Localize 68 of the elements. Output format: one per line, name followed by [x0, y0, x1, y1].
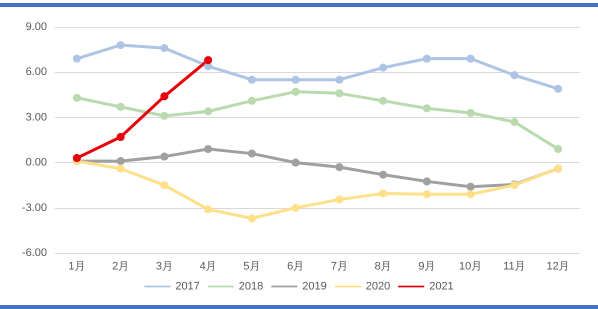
- point: [422, 177, 431, 186]
- x-tick-label: 8月: [374, 260, 392, 272]
- x-tick-label: 1月: [68, 260, 86, 272]
- x-tick-label: 2月: [112, 260, 130, 272]
- point: [379, 96, 388, 105]
- point: [116, 102, 125, 111]
- point: [292, 204, 300, 212]
- point: [466, 108, 475, 117]
- point: [466, 190, 475, 198]
- point: [379, 64, 388, 72]
- point: [422, 190, 431, 198]
- legend-label: 2021: [429, 280, 454, 292]
- point: [116, 132, 125, 141]
- y-tick-label: -6.00: [22, 247, 47, 259]
- point: [466, 182, 475, 191]
- legend-label: 2018: [238, 280, 264, 292]
- y-tick-label: 9.00: [26, 21, 47, 33]
- point: [248, 96, 256, 105]
- point: [116, 41, 125, 50]
- point: [248, 214, 256, 222]
- point: [160, 152, 168, 161]
- y-tick-label: -3.00: [22, 202, 47, 214]
- point: [554, 145, 562, 154]
- point: [335, 76, 344, 84]
- x-tick-label: 6月: [287, 260, 304, 272]
- y-tick-label: 3.00: [26, 111, 47, 124]
- point: [335, 163, 344, 172]
- point: [72, 154, 81, 162]
- point: [160, 112, 168, 120]
- x-tick-label: 10月: [459, 260, 482, 272]
- x-tick-label: 3月: [156, 260, 173, 272]
- point: [116, 157, 125, 166]
- legend-label: 2020: [366, 280, 390, 292]
- point: [204, 56, 212, 64]
- point: [160, 181, 168, 190]
- point: [248, 150, 256, 158]
- point: [160, 44, 168, 52]
- x-tick-label: 11月: [503, 260, 526, 272]
- point: [204, 205, 212, 214]
- point: [554, 84, 562, 93]
- legend-label: 2019: [302, 280, 327, 292]
- point: [335, 89, 344, 98]
- y-tick-label: 0.00: [26, 156, 47, 169]
- x-tick-label: 5月: [243, 260, 260, 272]
- point: [422, 104, 431, 112]
- point: [510, 118, 518, 126]
- point: [72, 94, 81, 102]
- y-tick-label: 6.00: [26, 66, 47, 78]
- point: [160, 92, 168, 100]
- legend-label: 2017: [175, 280, 200, 292]
- point: [422, 54, 431, 63]
- point: [335, 196, 344, 204]
- point: [292, 76, 300, 84]
- point: [248, 76, 256, 84]
- point: [204, 107, 212, 116]
- point: [72, 54, 81, 63]
- x-tick-label: 7月: [330, 260, 348, 272]
- point: [466, 54, 475, 63]
- point: [292, 158, 300, 167]
- x-tick-label: 12月: [546, 260, 570, 272]
- point: [510, 71, 518, 80]
- x-tick-label: 4月: [200, 260, 217, 272]
- point: [116, 164, 125, 173]
- point: [292, 88, 300, 96]
- point: [379, 170, 388, 179]
- point: [379, 189, 388, 198]
- x-tick-label: 9月: [418, 260, 436, 272]
- point: [204, 145, 212, 154]
